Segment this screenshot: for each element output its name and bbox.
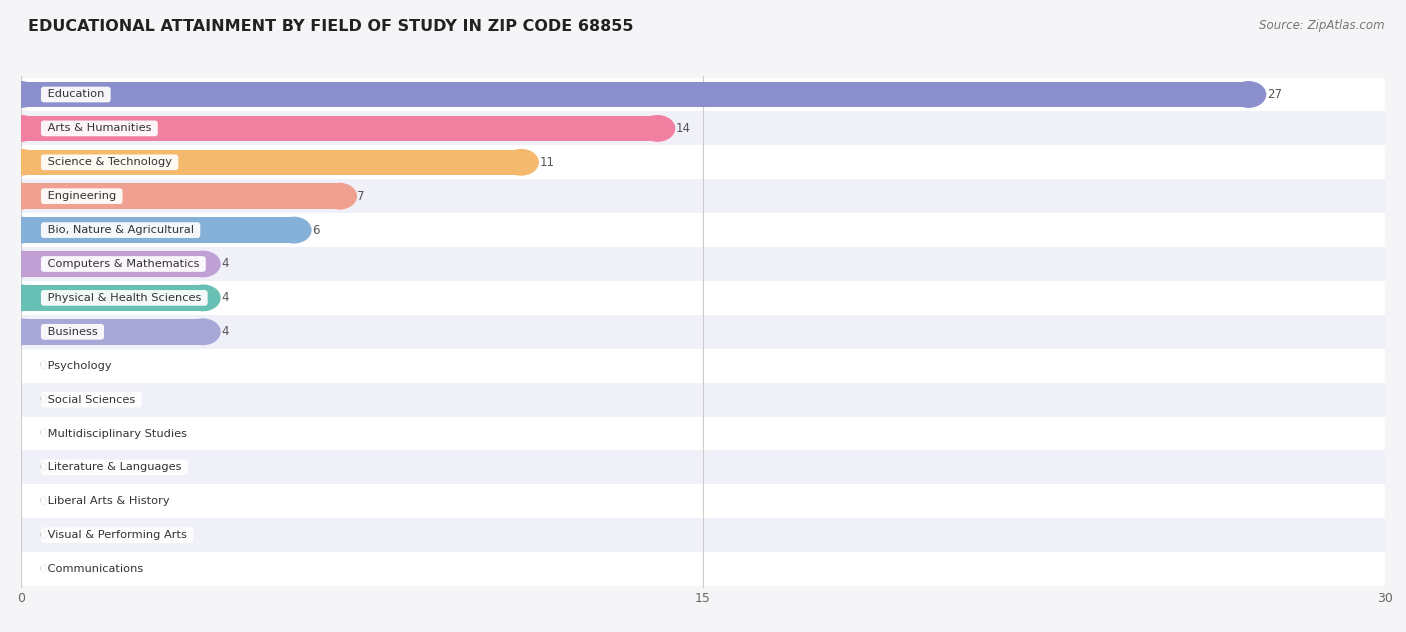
Bar <box>21 78 1385 111</box>
Circle shape <box>4 183 38 209</box>
Bar <box>21 281 1385 315</box>
Circle shape <box>4 285 38 310</box>
Text: Liberal Arts & History: Liberal Arts & History <box>44 496 173 506</box>
Circle shape <box>277 217 311 243</box>
Bar <box>21 213 1385 247</box>
Text: Psychology: Psychology <box>44 361 115 371</box>
Text: 14: 14 <box>676 122 690 135</box>
Text: EDUCATIONAL ATTAINMENT BY FIELD OF STUDY IN ZIP CODE 68855: EDUCATIONAL ATTAINMENT BY FIELD OF STUDY… <box>28 19 634 34</box>
Bar <box>21 552 1385 586</box>
Text: Social Sciences: Social Sciences <box>44 394 139 404</box>
Text: 0: 0 <box>39 359 46 372</box>
Bar <box>21 150 522 175</box>
Text: Physical & Health Sciences: Physical & Health Sciences <box>44 293 205 303</box>
Text: 4: 4 <box>221 325 229 338</box>
Text: Business: Business <box>44 327 101 337</box>
Bar <box>21 217 294 243</box>
Text: Science & Technology: Science & Technology <box>44 157 176 167</box>
Bar <box>21 82 1249 107</box>
Text: 6: 6 <box>312 224 319 236</box>
Bar <box>21 451 1385 484</box>
Bar <box>21 416 1385 451</box>
Text: 0: 0 <box>39 427 46 440</box>
Bar <box>21 484 1385 518</box>
Bar <box>21 111 1385 145</box>
Circle shape <box>4 116 38 141</box>
Circle shape <box>322 183 356 209</box>
Text: Education: Education <box>44 90 108 99</box>
Circle shape <box>505 150 538 175</box>
Bar <box>21 247 1385 281</box>
Text: 0: 0 <box>39 461 46 474</box>
Bar <box>21 285 202 310</box>
Circle shape <box>186 319 219 344</box>
Text: 0: 0 <box>39 393 46 406</box>
Text: 7: 7 <box>357 190 366 203</box>
Text: Literature & Languages: Literature & Languages <box>44 463 186 472</box>
Bar <box>21 349 1385 382</box>
Text: Arts & Humanities: Arts & Humanities <box>44 123 155 133</box>
Circle shape <box>4 82 38 107</box>
Circle shape <box>4 150 38 175</box>
Bar <box>21 145 1385 179</box>
Text: Communications: Communications <box>44 564 146 574</box>
Text: Computers & Mathematics: Computers & Mathematics <box>44 259 202 269</box>
Text: 11: 11 <box>540 156 554 169</box>
Circle shape <box>4 319 38 344</box>
Text: Multidisciplinary Studies: Multidisciplinary Studies <box>44 428 190 439</box>
Circle shape <box>4 252 38 277</box>
Text: 0: 0 <box>39 529 46 542</box>
Circle shape <box>1232 82 1265 107</box>
Text: Visual & Performing Arts: Visual & Performing Arts <box>44 530 190 540</box>
Circle shape <box>641 116 675 141</box>
Text: 0: 0 <box>39 495 46 507</box>
Bar <box>21 116 658 141</box>
Text: 0: 0 <box>39 562 46 576</box>
Circle shape <box>186 252 219 277</box>
Circle shape <box>186 285 219 310</box>
Circle shape <box>4 217 38 243</box>
Bar <box>21 315 1385 349</box>
Bar <box>21 179 1385 213</box>
Bar <box>21 382 1385 416</box>
Text: 4: 4 <box>221 257 229 270</box>
Bar <box>21 183 339 209</box>
Bar <box>21 252 202 277</box>
Text: Bio, Nature & Agricultural: Bio, Nature & Agricultural <box>44 225 197 235</box>
Text: 27: 27 <box>1267 88 1282 101</box>
Text: Engineering: Engineering <box>44 191 120 201</box>
Bar <box>21 518 1385 552</box>
Bar <box>21 319 202 344</box>
Text: 4: 4 <box>221 291 229 305</box>
Text: Source: ZipAtlas.com: Source: ZipAtlas.com <box>1260 19 1385 32</box>
